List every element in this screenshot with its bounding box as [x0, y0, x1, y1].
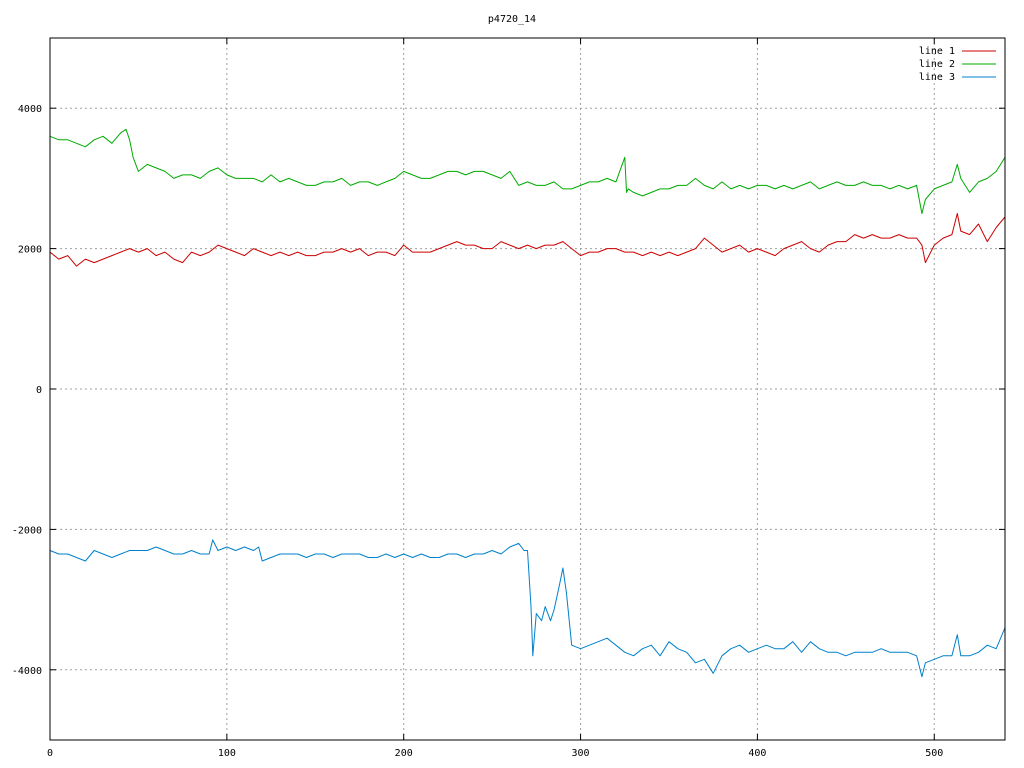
series-line-2 — [49, 128, 1006, 214]
y-tick-label: -4000 — [12, 666, 42, 677]
x-tick-label: 400 — [748, 748, 766, 759]
x-tick-label: 200 — [395, 748, 413, 759]
chart-title: p4720_14 — [488, 14, 536, 25]
legend-label-3: line 3 — [919, 72, 955, 83]
legend: line 1 line 2 line 3 — [919, 46, 996, 83]
series-layer — [49, 128, 1006, 678]
series-line-1 — [49, 213, 1006, 267]
y-tick-label: -2000 — [12, 525, 42, 536]
x-tick-label: 300 — [572, 748, 590, 759]
y-tick-label: 0 — [36, 385, 42, 396]
x-tick-label: 0 — [47, 748, 53, 759]
grid — [50, 38, 1005, 740]
legend-label-1: line 1 — [919, 46, 955, 57]
x-tick-label: 100 — [218, 748, 236, 759]
legend-label-2: line 2 — [919, 59, 955, 70]
axis-ticks: 0 100 200 300 400 500 -4000 -2000 0 2000 4000 — [12, 38, 1005, 759]
series-line-3 — [49, 539, 1006, 678]
y-tick-label: 2000 — [18, 245, 42, 256]
y-tick-label: 4000 — [18, 104, 42, 115]
x-tick-label: 500 — [925, 748, 943, 759]
